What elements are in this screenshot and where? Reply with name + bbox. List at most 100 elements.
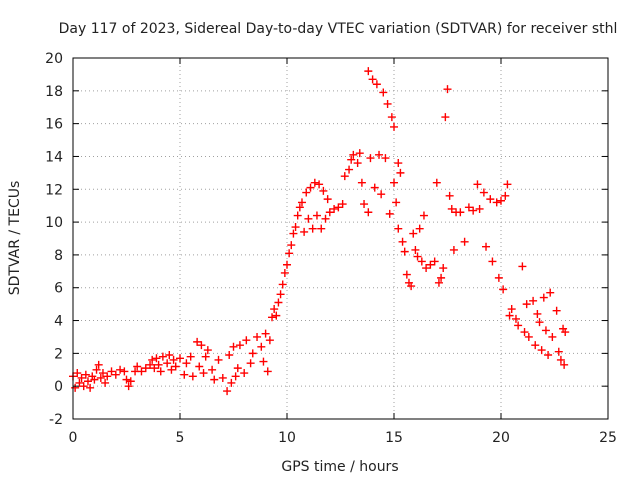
data-point [321,214,330,223]
data-point [167,365,176,374]
data-point [511,314,520,323]
data-point [338,200,347,209]
data-point [197,341,206,350]
data-point [315,180,324,189]
data-point [419,211,428,220]
x-tick-label: 25 [599,430,617,446]
data-point [171,362,180,371]
data-point [524,332,533,341]
data-point [330,204,339,213]
data-point [306,183,315,192]
plot-frame [72,57,609,420]
y-tick-label: 20 [45,51,63,67]
data-point [541,326,550,335]
data-point [276,290,285,299]
data-point [398,237,407,246]
data-point [479,188,488,197]
data-point [83,377,92,386]
data-point [407,282,416,291]
data-point [86,383,95,392]
data-point [387,113,396,122]
data-point [546,288,555,297]
data-point [293,211,302,220]
data-point [390,122,398,131]
data-point [556,355,565,364]
y-tick-label: 4 [54,314,63,330]
data-point [225,351,234,360]
data-point [169,355,178,364]
data-point [291,223,300,232]
data-point [240,369,249,378]
y-tick-label: 6 [54,281,63,297]
data-point [426,260,435,269]
y-tick-label: 2 [54,346,63,362]
data-point [473,180,482,189]
data-point [394,224,403,233]
data-point [150,364,159,373]
data-point [349,150,358,159]
data-point [492,198,501,207]
data-point [265,336,274,345]
data-point [73,369,82,378]
data-point [122,375,131,384]
data-point [422,264,431,273]
data-point [274,298,283,307]
data-point [360,200,369,209]
data-point [199,369,208,378]
data-point [552,306,561,315]
data-point [270,305,279,314]
data-point [176,354,184,363]
data-points [69,67,570,396]
data-point [308,224,317,233]
data-point [227,378,236,387]
data-point [390,178,398,187]
data-point [409,229,418,238]
data-point [124,382,133,391]
data-point [501,191,510,200]
data-point [223,387,232,396]
data-point [364,208,373,217]
data-point [396,168,405,177]
data-point [385,209,394,218]
data-point [469,206,478,215]
y-tick-label: -2 [49,412,63,428]
data-point [96,373,105,382]
data-point [317,224,326,233]
data-point [447,204,456,213]
data-point [482,242,491,251]
data-point [364,67,373,76]
data-point [300,227,309,236]
data-point [486,195,495,204]
data-point [218,373,227,382]
data-point [539,293,548,302]
data-point [379,88,388,97]
data-point [156,367,165,376]
data-point [413,252,422,261]
data-point [394,159,403,168]
data-point [263,367,272,376]
data-point [368,75,377,84]
data-point [90,375,99,384]
data-point [148,355,157,364]
data-point [289,229,298,238]
data-point [107,367,116,376]
data-point [302,188,311,197]
data-point [445,191,454,200]
data-point [208,365,217,374]
data-point [233,364,242,373]
x-axis-label: GPS time / hours [281,459,398,475]
data-point [79,382,88,391]
y-tick-label: 14 [45,149,63,165]
data-point [235,341,244,350]
data-point [287,241,296,250]
data-point [146,360,155,369]
data-point [242,336,251,345]
y-tick-label: 12 [45,182,63,198]
data-point [214,355,223,364]
data-point [103,372,112,381]
data-point [323,195,332,204]
data-point [497,196,505,205]
data-point [437,273,446,282]
data-point [520,328,529,337]
data-point [537,346,546,355]
